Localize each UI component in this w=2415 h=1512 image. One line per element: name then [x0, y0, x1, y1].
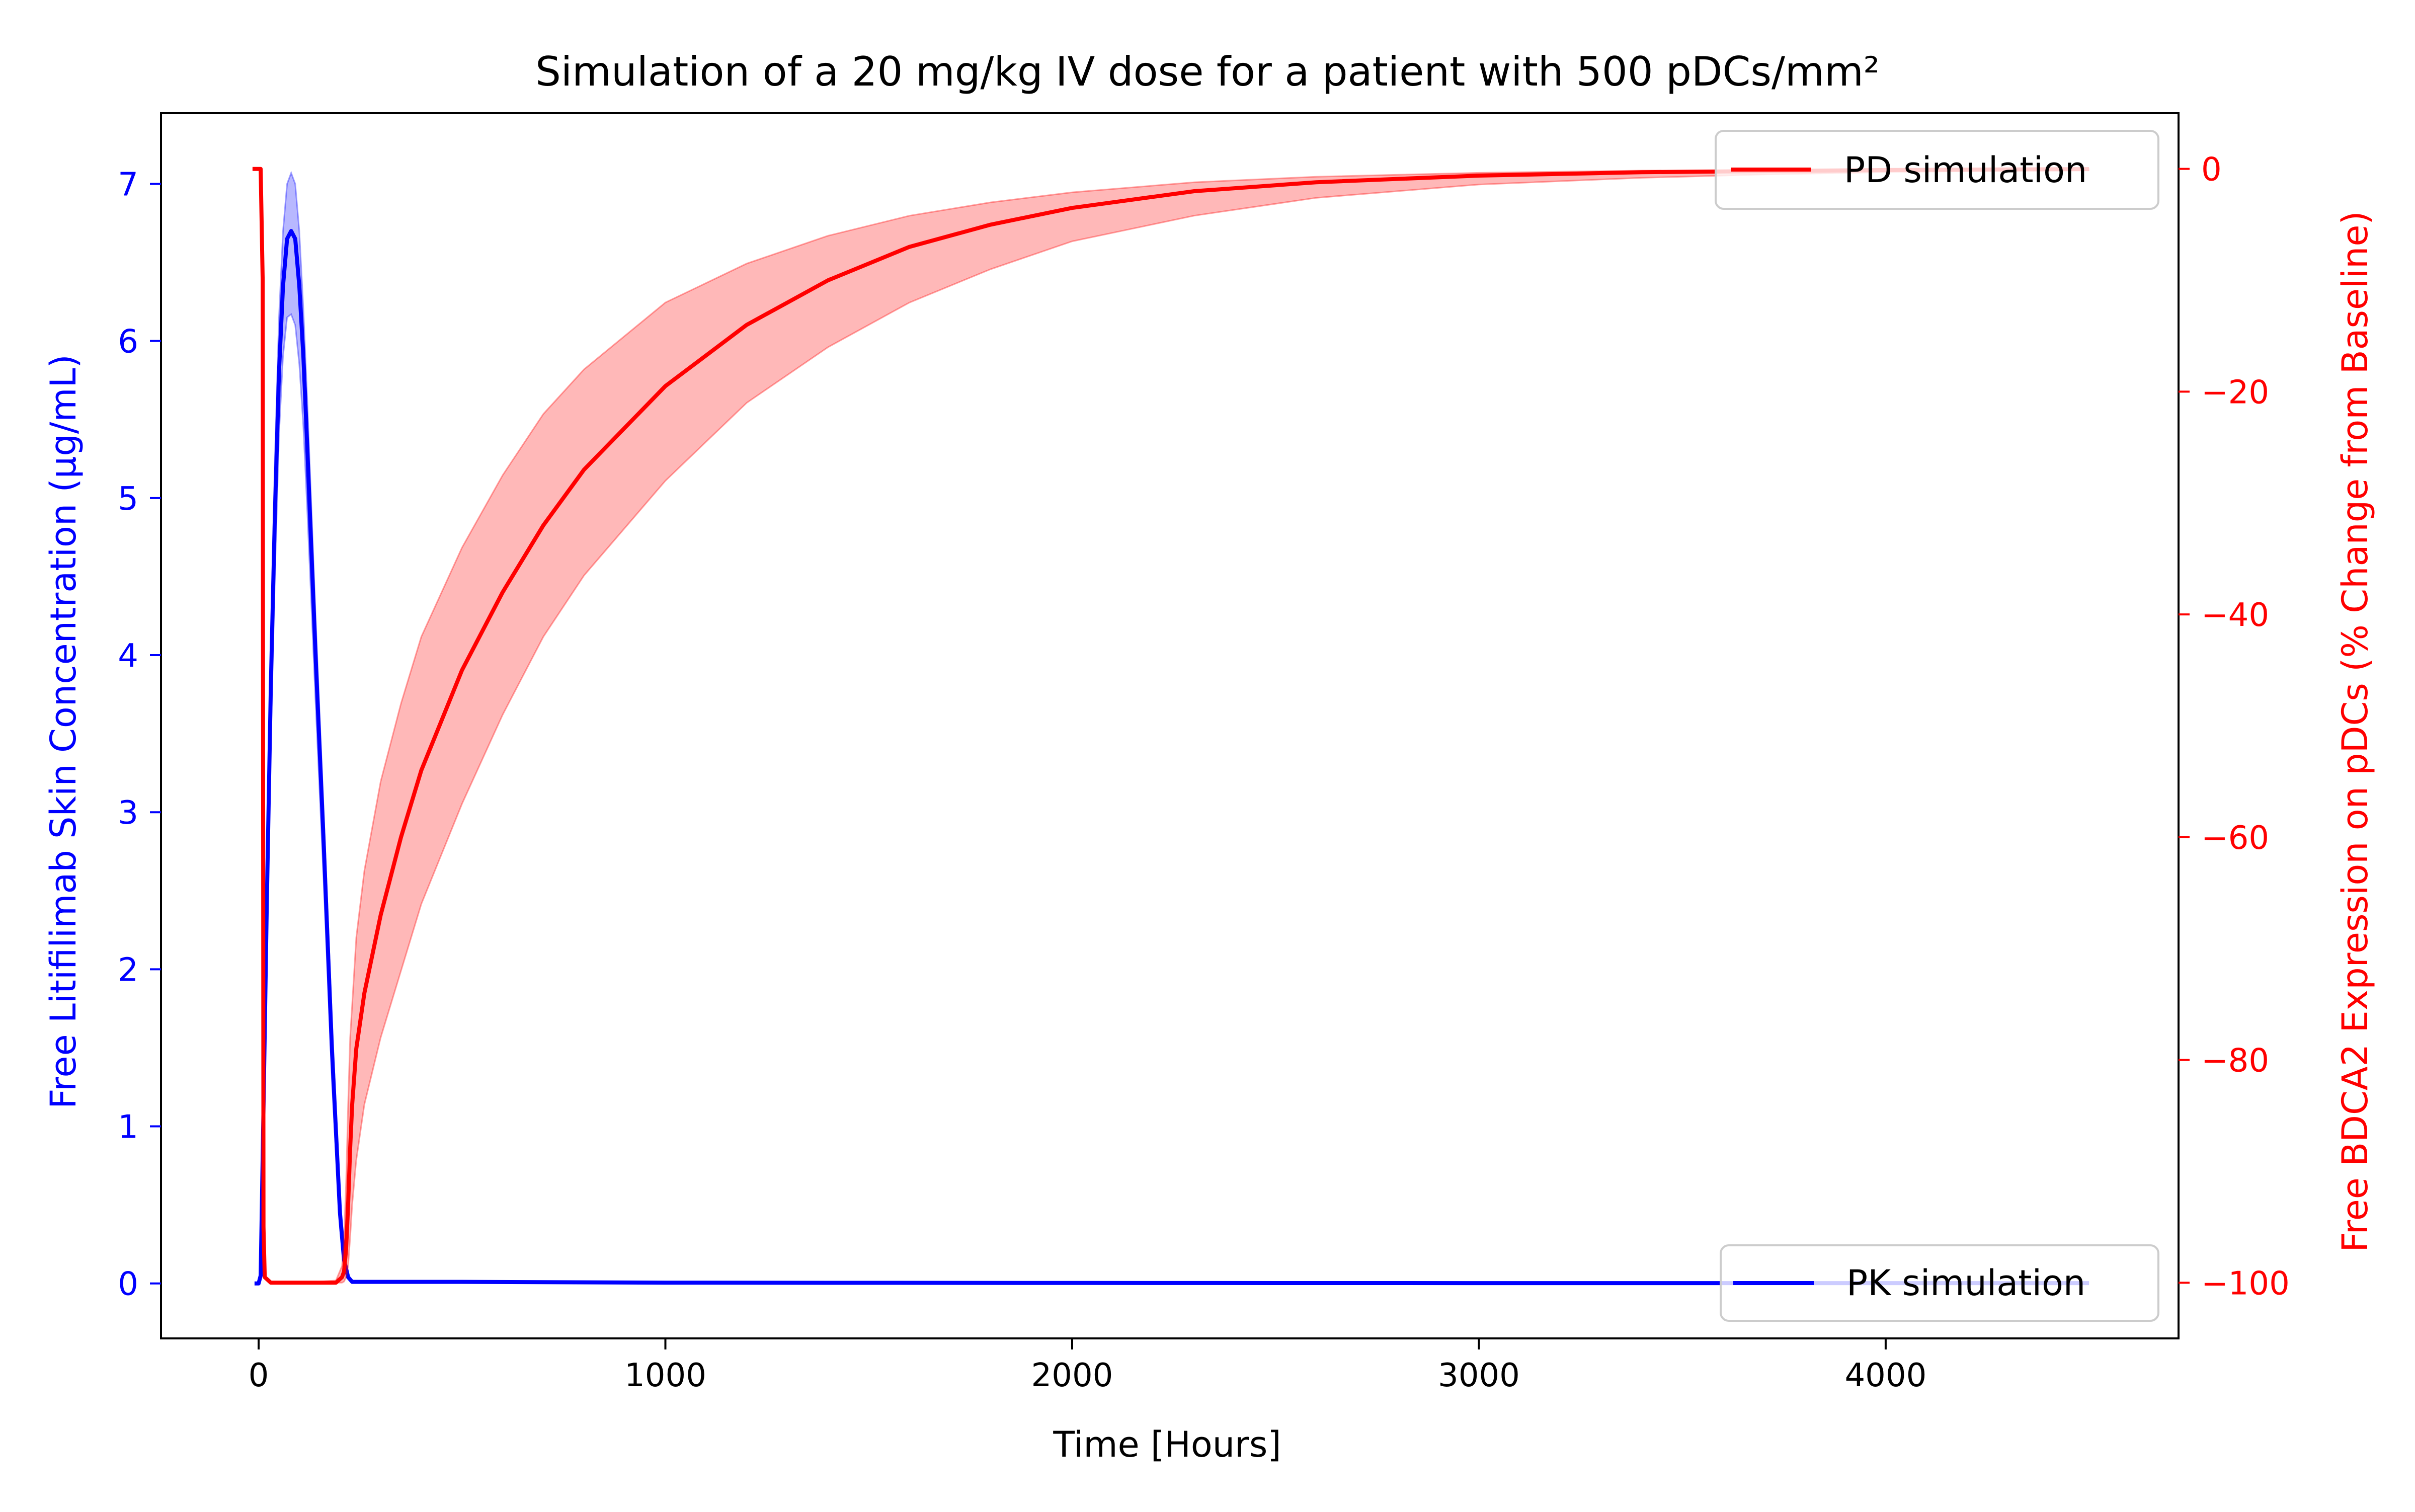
left-y-tick-label: 0	[118, 1266, 138, 1303]
right-y-tick-label: 0	[2201, 151, 2222, 189]
right-y-axis-title: Free BDCA2 Expression on pDCs (% Change …	[2334, 211, 2376, 1252]
legend-pk-frame	[1720, 1244, 2159, 1322]
left-y-tick-label: 7	[118, 166, 138, 203]
right-y-tick-label: −20	[2201, 374, 2269, 411]
x-tick-label: 3000	[1438, 1357, 1520, 1394]
x-tick-label: 0	[249, 1357, 269, 1394]
x-tick-label: 4000	[1844, 1357, 1926, 1394]
left-y-tick-label: 2	[118, 951, 138, 989]
left-y-tick-label: 1	[118, 1109, 138, 1146]
axes: 0 1000 2000 3000 4000 0 1 2 3 4 5 6 7 0 −20 −40 −60 −80 −1…	[118, 112, 2290, 1394]
right-y-tick-label: −40	[2201, 597, 2269, 634]
pd-series-line	[252, 167, 2089, 1285]
chart-title: Simulation of a 20 mg/kg IV dose for a p…	[535, 48, 1880, 95]
x-tick-label: 1000	[624, 1357, 706, 1394]
legend-pd-label: PD simulation	[1844, 149, 2087, 191]
left-y-tick-label: 6	[118, 324, 138, 361]
left-y-tick-label: 3	[118, 794, 138, 832]
legend-pd-frame	[1715, 130, 2159, 210]
x-axis-title: Time [Hours]	[1053, 1424, 1281, 1465]
right-y-tick-label: −100	[2201, 1265, 2290, 1302]
left-y-tick-label: 4	[118, 638, 138, 675]
right-y-tick-label: −80	[2201, 1043, 2269, 1080]
pk-confidence-band	[254, 171, 2089, 1285]
legend-pk: PK simulation	[1720, 1244, 2159, 1322]
plot-frame	[160, 112, 2180, 1339]
right-y-tick-label: −60	[2201, 820, 2269, 857]
legend-pd: PD simulation	[1715, 130, 2159, 210]
legend-pk-label: PK simulation	[1846, 1262, 2085, 1304]
x-tick-label: 2000	[1031, 1357, 1113, 1394]
left-y-tick-label: 5	[118, 481, 138, 518]
left-y-axis-title: Free Litifilimab Skin Concentration (μg/…	[43, 354, 84, 1109]
pk-series-line	[254, 229, 2089, 1286]
